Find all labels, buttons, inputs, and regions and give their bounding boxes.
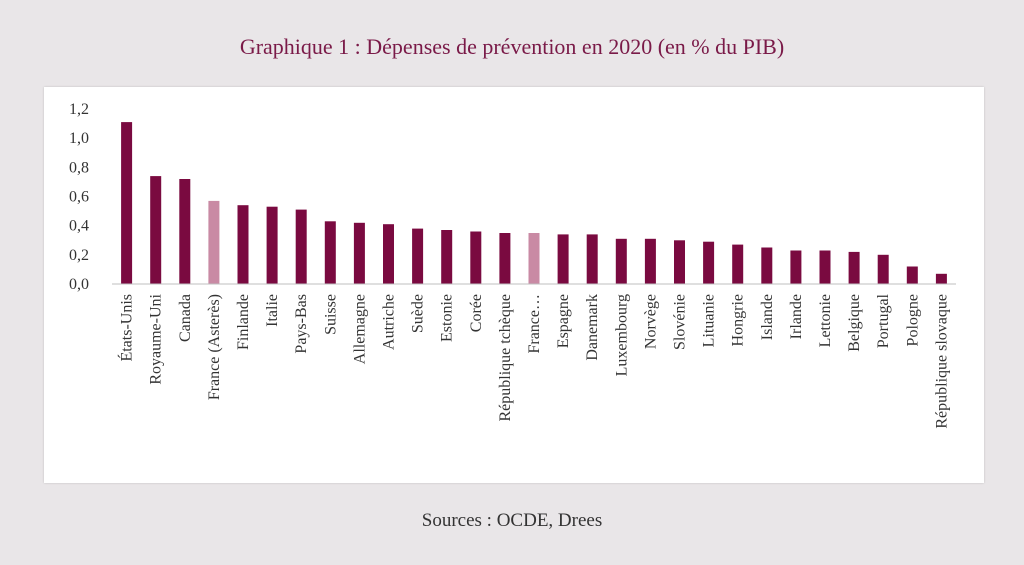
bar [586,234,598,284]
category-label: Portugal [875,293,892,348]
bar [324,221,336,284]
category-label: Estonie [439,294,456,342]
category-label: Norvège [642,294,659,349]
y-tick-label: 1,0 [69,130,89,147]
category-label: France… [526,294,543,354]
bar [819,250,831,284]
bar [703,241,715,284]
category-label: Finlande [235,294,252,350]
y-axis-ticks: 0,0 0,2 0,4 0,6 0,8 1,0 1,2 [69,101,89,293]
bar [528,233,540,284]
chart-title: Graphique 1 : Dépenses de prévention en … [239,34,785,59]
category-label: Espagne [555,294,572,348]
category-label: Royaume-Uni [148,293,165,384]
x-axis-labels: États-Unis Royaume-Uni Canada France (Aster… [117,293,951,428]
category-label: Danemark [584,294,601,361]
bar [121,122,133,284]
y-tick-label: 0,8 [69,159,89,176]
category-label: Corée [468,294,485,332]
bar [237,205,249,284]
bar [557,234,569,284]
source-note: Sources : OCDE, Drees [421,510,603,531]
category-label: Allemagne [351,294,368,364]
category-label: Pologne [904,294,921,346]
category-label: Hongrie [730,294,747,346]
chart-panel: 0,0 0,2 0,4 0,6 0,8 1,0 1,2 États-Unis Royaume-… [44,87,984,483]
category-label: Irlande [788,294,805,339]
bar [848,251,860,284]
bar-chart: 0,0 0,2 0,4 0,6 0,8 1,0 1,2 États-Unis Royaume-… [69,101,956,429]
category-label: Italie [264,294,281,327]
bar [353,222,365,285]
bar [644,238,656,284]
bar [790,250,802,284]
y-tick-label: 0,6 [69,189,89,206]
bar [441,230,453,284]
category-label: Lituanie [701,294,718,347]
bar [266,206,278,284]
category-label: Canada [177,294,194,342]
category-label: Suisse [322,294,339,335]
bar [674,240,685,285]
y-tick-label: 0,2 [69,247,89,264]
category-label: République slovaque [933,294,950,429]
bar [179,179,191,284]
category-label: France (Asterès) [206,294,223,400]
bar [499,233,511,284]
bar [150,176,162,284]
category-label: Islande [759,294,776,340]
bar [761,247,773,284]
bar [732,244,744,284]
category-label: Suède [410,294,427,333]
bar [383,224,394,284]
bars [121,122,947,285]
bar [906,266,918,284]
bar [935,273,947,284]
bar [208,200,220,284]
category-label: République tchèque [497,294,514,422]
category-label: Autriche [381,294,398,350]
y-tick-label: 0,0 [69,276,89,293]
category-label: États-Unis [117,294,136,362]
bar [615,238,627,284]
y-tick-label: 1,2 [69,101,89,118]
bar [295,209,307,284]
category-label: Lettonie [817,294,834,347]
y-tick-label: 0,4 [69,218,89,235]
bar [877,254,889,284]
category-label: Belgique [846,294,863,352]
category-label: Luxembourg [613,294,630,376]
bar [412,228,424,284]
bar [470,231,482,284]
category-label: Pays-Bas [293,294,310,354]
category-label: Slovénie [672,294,689,350]
